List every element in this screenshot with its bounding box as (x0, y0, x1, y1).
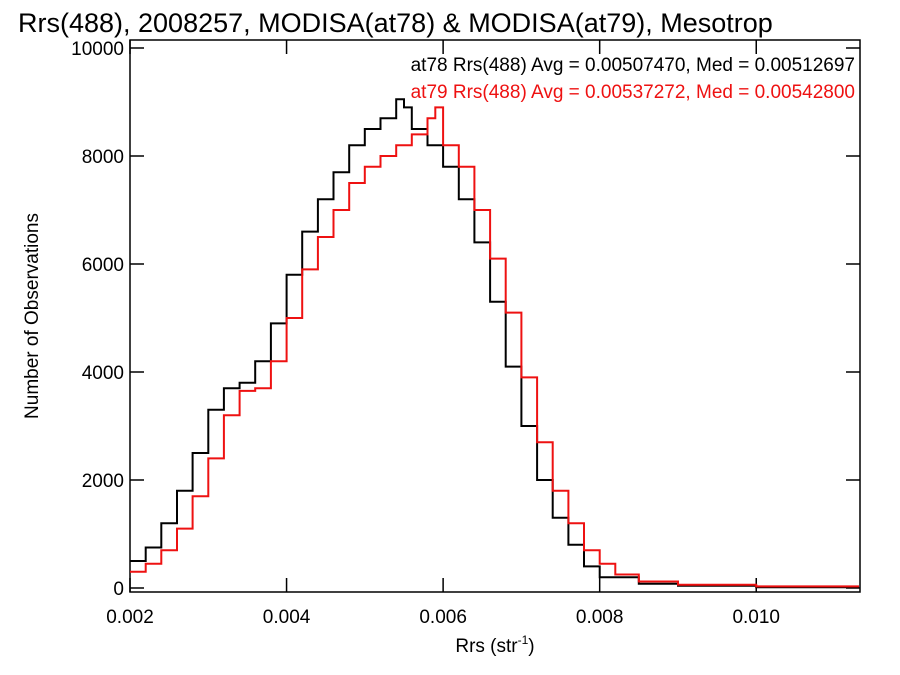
y-axis-label: Number of Observations (22, 213, 43, 419)
x-axis: 0.002 0.004 0.006 0.008 0.010 (106, 40, 780, 628)
annotation-at78: at78 Rrs(488) Avg = 0.00507470, Med = 0.… (411, 55, 855, 76)
series-line-at79 (130, 106, 859, 588)
y-tick-label: 0 (113, 579, 124, 600)
x-axis-label-sup: -1 (518, 633, 529, 647)
x-tick-label: 0.010 (732, 607, 780, 628)
series-line-at78 (130, 98, 859, 589)
plot-frame (129, 39, 861, 593)
y-axis: 0 2000 4000 6000 8000 10000 (71, 39, 860, 600)
y-tick-label: 6000 (82, 255, 124, 276)
x-axis-label-close: ) (528, 636, 534, 657)
x-tick-label: 0.002 (106, 607, 154, 628)
series-group (130, 98, 859, 589)
x-tick-label: 0.006 (419, 607, 467, 628)
y-tick-label: 4000 (82, 363, 124, 384)
x-tick-label: 0.008 (576, 607, 624, 628)
x-axis-label: Rrs (str-1) (455, 633, 534, 657)
x-tick-label: 0.004 (263, 607, 311, 628)
y-tick-label: 8000 (82, 147, 124, 168)
y-tick-label: 2000 (82, 471, 124, 492)
y-tick-label: 10000 (71, 39, 124, 60)
annotation-at79: at79 Rrs(488) Avg = 0.00537272, Med = 0.… (411, 82, 855, 103)
chart-title: Rrs(488), 2008257, MODISA(at78) & MODISA… (18, 8, 773, 38)
x-axis-label-main: Rrs (str (455, 636, 518, 657)
